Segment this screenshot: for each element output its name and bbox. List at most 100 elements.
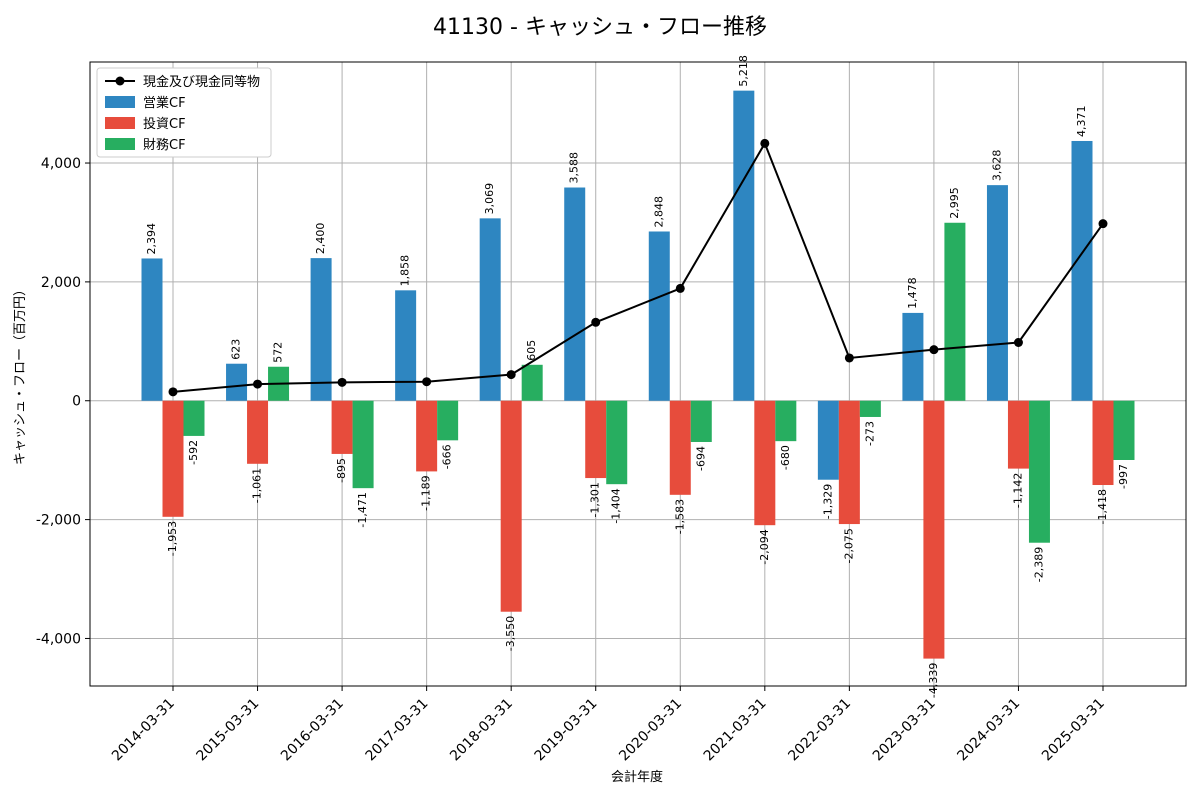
bar-data-label: -680: [779, 445, 792, 470]
bar-data-label: 1,478: [906, 277, 919, 309]
bar-2-6: [690, 400, 712, 442]
bar-data-label: -4,339: [927, 663, 940, 698]
cash-point-3: [422, 377, 432, 387]
bar-2-4: [521, 364, 543, 401]
bar-data-label: 2,995: [948, 187, 961, 219]
bar-2-0: [183, 400, 205, 436]
bar-1-10: [1007, 400, 1029, 469]
bar-data-label: -1,418: [1096, 489, 1109, 524]
y-tick-label: 4,000: [41, 156, 81, 172]
bar-data-label: 4,371: [1075, 105, 1088, 137]
bar-0-2: [310, 258, 332, 401]
bar-data-label: 3,588: [568, 152, 581, 184]
bar-2-11: [1113, 400, 1135, 460]
bar-data-label: 623: [230, 339, 243, 360]
bar-1-11: [1092, 400, 1114, 486]
bar-2-2: [352, 400, 374, 489]
bar-0-6: [648, 231, 670, 401]
bar-data-label: -694: [694, 446, 707, 471]
bar-1-0: [162, 400, 184, 517]
bar-1-6: [669, 400, 691, 495]
bar-data-label: -273: [863, 421, 876, 446]
y-axis-label: キャッシュ・フロー（百万円）: [13, 283, 28, 465]
bar-data-label: 3,628: [990, 150, 1003, 182]
y-tick-label: -4,000: [36, 631, 81, 647]
cash-point-9: [929, 345, 939, 355]
bar-data-label: -997: [1117, 464, 1130, 489]
bar-2-8: [859, 400, 881, 417]
bar-data-label: 1,858: [399, 255, 412, 287]
bar-data-label: -2,075: [842, 528, 855, 563]
legend-bar-swatch: [105, 96, 135, 108]
bar-1-2: [331, 400, 353, 454]
bar-0-3: [395, 290, 417, 401]
bar-data-label: -1,583: [673, 499, 686, 534]
bar-data-label: -1,061: [251, 468, 264, 503]
cash-point-11: [1098, 219, 1108, 229]
cash-point-10: [1013, 338, 1023, 348]
bar-data-label: 2,848: [652, 196, 665, 228]
legend-line-marker: [115, 76, 125, 86]
y-tick-label: -2,000: [36, 513, 81, 529]
cash-point-5: [591, 317, 601, 327]
bar-data-label: -1,953: [166, 521, 179, 556]
legend-label: 投資CF: [143, 116, 186, 132]
cash-point-8: [844, 353, 854, 363]
legend-bar-swatch: [105, 117, 135, 129]
bar-data-label: -895: [335, 458, 348, 483]
legend-bar-swatch: [105, 138, 135, 150]
bar-2-5: [606, 400, 628, 485]
legend-label: 現金及び現金同等物: [143, 74, 260, 90]
bar-0-4: [479, 218, 501, 401]
bar-1-5: [585, 400, 607, 479]
cash-point-6: [675, 283, 685, 293]
bar-0-8: [817, 400, 839, 480]
bar-0-9: [902, 312, 924, 401]
y-tick-label: 2,000: [41, 275, 81, 291]
bar-data-label: -1,404: [610, 488, 623, 523]
bar-data-label: -1,301: [589, 482, 602, 517]
bar-data-label: 5,218: [737, 55, 750, 87]
cash-point-2: [337, 377, 347, 387]
legend-box: [96, 67, 272, 158]
bar-0-7: [733, 90, 755, 401]
bar-data-label: -2,389: [1032, 547, 1045, 582]
y-tick-label: 0: [72, 394, 81, 410]
bar-data-label: -592: [187, 440, 200, 465]
cash-line: [172, 141, 1104, 393]
bar-0-0: [141, 258, 163, 401]
bar-data-label: -1,471: [356, 492, 369, 527]
bar-data-label: 2,394: [145, 223, 158, 255]
bar-data-label: -3,550: [504, 616, 517, 651]
bar-data-label: -2,094: [758, 529, 771, 564]
bar-data-label: 605: [525, 340, 538, 361]
cash-point-0: [168, 387, 178, 397]
bar-data-label: 572: [272, 342, 285, 363]
bar-1-3: [416, 400, 438, 472]
bar-2-7: [775, 400, 797, 442]
bar-0-5: [564, 187, 586, 401]
bar-data-label: -1,189: [420, 475, 433, 510]
bar-data-label: 2,400: [314, 223, 327, 255]
x-axis-label: 会計年度: [611, 769, 663, 785]
plot-border: [89, 61, 1187, 687]
chart-title: 41130 - キャッシュ・フロー推移: [433, 15, 767, 40]
bar-data-label: -1,329: [821, 484, 834, 519]
bar-1-8: [838, 400, 860, 525]
cash-point-7: [760, 138, 770, 148]
bar-data-label: 3,069: [483, 183, 496, 215]
cash-point-1: [253, 379, 263, 389]
bar-data-label: -1,142: [1011, 473, 1024, 508]
legend-label: 財務CF: [143, 138, 186, 153]
bar-1-4: [500, 400, 522, 612]
bar-1-7: [754, 400, 776, 526]
bar-0-11: [1071, 140, 1093, 401]
bar-2-10: [1028, 400, 1050, 543]
bar-data-label: -666: [441, 444, 454, 469]
bar-2-9: [944, 222, 966, 401]
cash-point-4: [506, 370, 516, 380]
